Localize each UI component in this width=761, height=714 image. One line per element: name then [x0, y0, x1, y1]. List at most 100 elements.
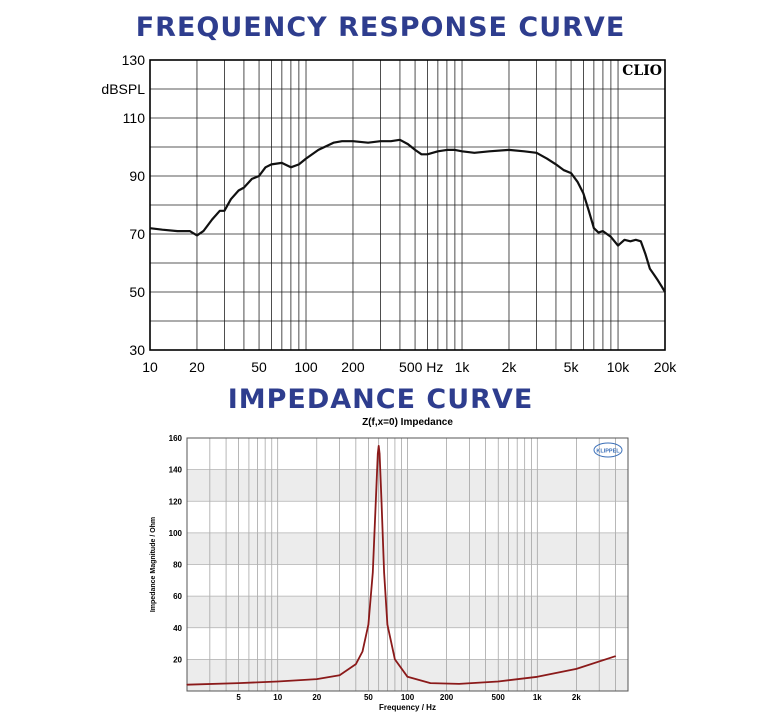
fr-data-point	[367, 142, 369, 144]
fr-data-point	[379, 140, 382, 142]
imp-y-tick-label: 100	[169, 529, 183, 538]
imp-x-tick-label: 200	[440, 693, 454, 702]
fr-data-point	[230, 198, 232, 200]
fr-data-point	[176, 230, 179, 232]
imp-y-tick-label: 40	[173, 624, 182, 633]
fr-data-point	[617, 245, 619, 247]
imp-y-axis-label: Impedance Magnitude / Ohm	[150, 517, 157, 612]
fr-data-point	[420, 153, 423, 155]
fr-data-point	[570, 172, 572, 174]
imp-data-point	[406, 676, 409, 678]
imp-data-point	[339, 674, 341, 676]
imp-x-tick-label: 100	[401, 693, 415, 702]
imp-data-point	[429, 682, 431, 684]
imp-y-tick-label: 20	[173, 655, 182, 664]
fr-data-point	[640, 240, 642, 242]
fr-y-tick-label: 30	[129, 342, 145, 358]
imp-data-point	[372, 571, 374, 574]
imp-data-point	[497, 680, 499, 683]
fr-x-tick-label: 20	[189, 359, 205, 375]
fr-y-tick-label: 130	[122, 52, 146, 68]
imp-data-point	[458, 683, 460, 685]
fr-y-tick-label: 110	[123, 110, 146, 126]
fr-data-point	[664, 291, 666, 293]
imp-plot-frame	[186, 437, 629, 692]
imp-chart-title: Z(f,x=0) Impedance	[362, 417, 453, 428]
imp-data-point	[186, 684, 188, 686]
fr-data-point	[281, 162, 283, 164]
fr-data-point	[582, 192, 585, 194]
fr-data-point	[202, 230, 205, 232]
imp-y-tick-label: 120	[169, 497, 183, 506]
fr-y-tick-label: 50	[129, 284, 145, 300]
fr-data-point	[649, 268, 651, 270]
fr-data-point	[461, 150, 463, 152]
fr-y-tick-label: 70	[129, 226, 145, 242]
imp-y-tick-label: 160	[169, 434, 183, 443]
fr-data-point	[473, 152, 475, 154]
imp-data-point	[378, 445, 380, 447]
fr-y-tick-label: 90	[129, 168, 145, 184]
fr-data-point	[635, 239, 637, 241]
fr-data-point	[523, 150, 525, 152]
imp-data-point	[355, 663, 357, 665]
fr-data-point	[290, 166, 292, 168]
fr-data-point	[660, 285, 663, 287]
imp-data-point	[394, 658, 396, 660]
imp-data-point	[380, 500, 383, 502]
fr-data-point	[264, 166, 267, 168]
imp-data-point	[377, 453, 379, 455]
fr-data-point	[298, 163, 300, 165]
fr-data-point	[454, 149, 456, 151]
fr-x-tick-label: 2k	[502, 359, 518, 375]
fr-data-point	[219, 210, 221, 212]
fr-data-point	[270, 163, 273, 165]
imp-data-point	[386, 623, 388, 626]
fr-data-point	[610, 236, 612, 238]
fr-data-point	[211, 218, 213, 221]
fr-data-point	[223, 210, 226, 212]
fr-plot-frame	[149, 59, 666, 351]
fr-data-point	[161, 229, 163, 231]
imp-y-tick-label: 140	[169, 466, 183, 475]
fr-data-point	[352, 140, 354, 142]
fr-data-point	[508, 149, 510, 151]
fr-data-point	[414, 149, 416, 151]
imp-data-point	[614, 655, 617, 657]
fr-x-tick-label: 20k	[654, 359, 678, 375]
fr-x-tick-label: 1k	[455, 359, 471, 375]
fr-x-tick-label: 50	[251, 359, 267, 375]
fr-data-point	[390, 140, 392, 142]
imp-x-tick-label: 5	[236, 693, 241, 702]
fr-data-point	[576, 181, 579, 183]
fr-data-point	[258, 175, 260, 177]
imp-data-point	[379, 453, 381, 455]
fr-data-point	[426, 153, 429, 155]
fr-data-point	[644, 253, 647, 255]
fr-y-axis-label: dBSPL	[101, 81, 145, 97]
fr-x-tick-label: 10	[142, 359, 158, 375]
imp-x-tick-label: 500	[492, 693, 506, 702]
fr-x-tick-label: 100	[294, 359, 318, 375]
imp-x-tick-label: 50	[364, 693, 373, 702]
fr-data-point	[341, 140, 343, 142]
imp-data-point	[367, 623, 370, 626]
imp-data-point	[536, 676, 538, 678]
imp-data-point	[575, 668, 577, 670]
fr-data-point	[446, 149, 448, 151]
fr-data-point	[588, 210, 590, 212]
fr-data-point	[657, 279, 659, 281]
fr-data-point	[597, 231, 600, 234]
fr-data-point	[407, 143, 409, 145]
imp-data-point	[277, 680, 279, 683]
imp-data-point	[375, 500, 377, 502]
fr-x-tick-label: 200	[341, 359, 365, 375]
imp-x-tick-label: 2k	[572, 693, 581, 702]
imp-data-point	[361, 650, 364, 653]
fr-data-point	[488, 150, 491, 152]
fr-data-point	[238, 189, 240, 192]
imp-x-axis-label: Frequency / Hz	[379, 703, 436, 712]
fr-data-point	[251, 178, 253, 180]
imp-data-point	[383, 571, 385, 574]
imp-data-point	[316, 678, 318, 680]
